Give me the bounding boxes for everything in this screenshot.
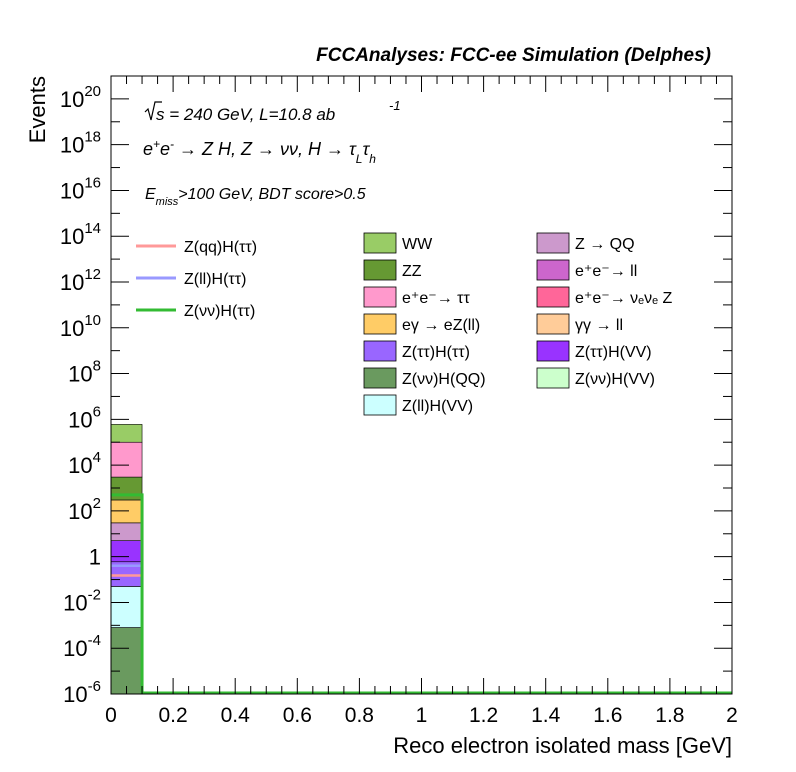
legend-swatch [363,259,397,281]
legend-swatch [363,232,397,254]
y-tick-label: 108 [68,358,101,387]
y-axis-label: Events [25,76,50,143]
y-tick-label: 1018 [60,129,101,158]
legend-entry-z-ll-h-vv: Z(ll)H(VV) [402,398,473,415]
legend-entry-zz: ZZ [402,263,422,280]
y-tick-label: 1012 [60,266,101,295]
legend-swatch [363,286,397,308]
legend-swatch [536,340,570,362]
legend-swatch [363,313,397,335]
stack-bar-8 [110,424,143,443]
x-tick-label: 1.8 [655,704,684,727]
legend-entry-e-ez-ll: eγ → eZ(ll) [402,317,480,334]
legend-entry-z-h: Z(νν)H(ττ) [184,303,255,320]
x-tick-label: 1 [416,704,428,727]
legend-entry-z-qq-h: Z(qq)H(ττ) [184,239,257,256]
legend-swatch [536,367,570,389]
legend-swatch [363,394,397,416]
legend-entry-z-h: Z(ττ)H(ττ) [402,344,470,361]
annotation-energy-exp: -1 [389,98,401,113]
legend-entry-e-e: e⁺e⁻→ ττ [402,290,470,307]
legend-entry-e-e-ll: e⁺e⁻→ ll [575,263,637,280]
y-tick-label: 102 [68,495,101,524]
stack-bar-7 [110,441,143,478]
x-tick-label: 0.2 [158,704,187,727]
legend-swatch [363,367,397,389]
legend-entry-e-e-z: e⁺e⁻→ νₑνₑ Z [575,290,672,307]
x-tick-label: 0.8 [345,704,374,727]
sqrt-symbol [144,101,162,121]
x-tick-label: 2 [726,704,738,727]
signal-line-z-h [111,493,732,695]
x-tick-label: 1.4 [531,704,561,727]
stack-bar-5 [110,499,143,524]
legend-entry-z-qq: Z → QQ [575,236,635,253]
y-tick-label: 1020 [60,83,101,112]
annotation-energy: s = 240 GeV, L=10.8 ab [156,105,335,124]
stack-group [110,424,143,695]
legend: Z(qq)H(ττ) Z(ll)H(ττ) Z(νν)H(ττ) WW ZZ e⁺e⁻→ … [136,232,672,416]
legend-entry-ww: WW [402,236,433,253]
y-tick-label: 10-4 [63,632,101,661]
y-tick-label: 1016 [60,174,101,203]
stack-bar-1 [110,586,143,628]
y-tick-label: 1 [89,545,101,570]
x-ticks: 0 0.2 0.4 0.6 0.8 1 1.2 1.4 1.6 1.8 2 [105,76,738,727]
annotation-process: e+e- → Z H, Z → νν, H → τLτh [143,137,376,166]
x-tick-label: 1.2 [469,704,498,727]
y-tick-label: 1014 [60,220,101,249]
x-tick-label: 0 [105,704,117,727]
x-axis-label: Reco electron isolated mass [GeV] [393,733,732,758]
stack-bar-3 [110,540,143,563]
legend-entry-z-h-vv: Z(ττ)H(VV) [575,344,652,361]
annotation-sqrts: s = 240 GeV, L=10.8 ab -1 [144,98,401,124]
legend-entry-z-h-qq: Z(νν)H(QQ) [402,371,486,388]
legend-swatch [536,286,570,308]
legend-swatch [536,232,570,254]
annotation-selection: Emiss>100 GeV, BDT score>0.5 [145,186,366,208]
y-tick-label: 106 [68,403,101,432]
stack-bar-0 [110,627,143,695]
chart-title: FCCAnalyses: FCC-ee Simulation (Delphes) [316,45,711,66]
stack-bar-6 [110,476,143,501]
y-tick-label: 104 [68,449,101,478]
stack-bar-4 [110,522,143,541]
legend-swatch [363,340,397,362]
legend-entry-z-h-vv: Z(νν)H(VV) [575,371,655,388]
x-tick-label: 0.6 [283,704,312,727]
x-tick-label: 0.4 [221,704,251,727]
y-tick-label: 1010 [60,312,101,341]
legend-entry-z-ll-h: Z(ll)H(ττ) [184,271,246,288]
y-tick-label: 10-6 [63,678,101,707]
y-ticks: 1020 1018 1016 1014 1012 1010 108 106 104 102 1 10-… [60,75,732,707]
legend-swatch [536,259,570,281]
legend-entry-ll: γγ → ll [575,317,623,334]
signal-lines [111,493,732,695]
x-tick-label: 1.6 [593,704,622,727]
legend-swatch [536,313,570,335]
y-tick-label: 10-2 [63,586,101,615]
